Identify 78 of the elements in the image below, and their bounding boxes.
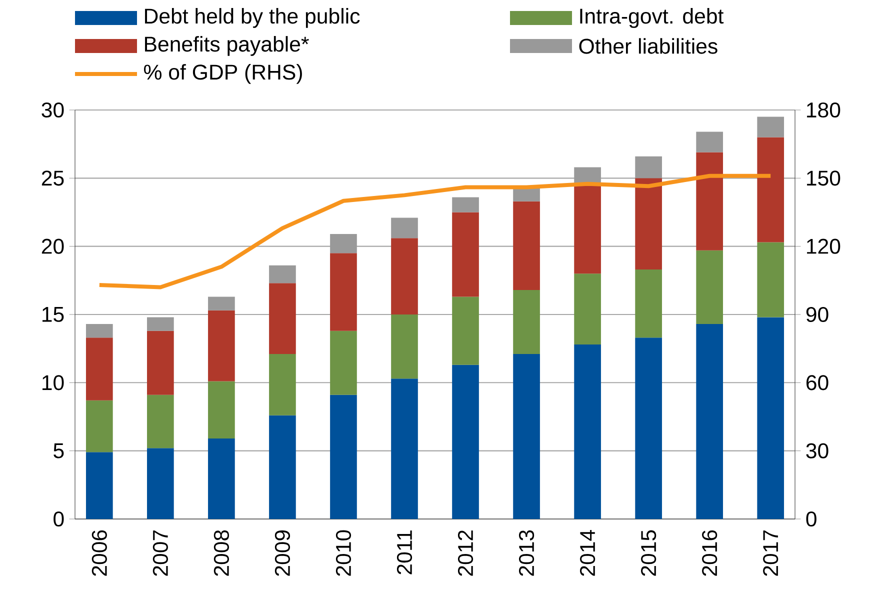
x-tick-label: 2015 [641, 530, 656, 576]
bar [208, 310, 235, 382]
bar [452, 212, 479, 297]
bar [147, 317, 174, 331]
bar [147, 330, 174, 395]
bar [696, 152, 724, 250]
bar [635, 178, 662, 270]
bar [208, 438, 235, 519]
bar [269, 415, 296, 519]
bar [86, 452, 113, 519]
y-tick-label: 10 [42, 375, 64, 390]
bar [86, 338, 113, 400]
x-tick-label: 2012 [458, 530, 474, 576]
bar [757, 137, 784, 242]
bar [86, 324, 113, 338]
bar [513, 354, 540, 519]
y2-tick-label: 180 [807, 102, 840, 118]
bar [635, 269, 662, 338]
bar [208, 381, 235, 439]
x-tick-label: 2013 [518, 530, 534, 576]
y-tick-label: 25 [42, 170, 64, 186]
bar [391, 218, 418, 238]
y2-tick-label: 60 [806, 375, 828, 390]
x-tick-label: 2011 [396, 530, 412, 574]
x-tick-label: 2008 [214, 530, 229, 576]
bar [330, 253, 357, 331]
line-series [97, 174, 773, 290]
y-tick-label: 15 [42, 307, 64, 322]
bar [269, 354, 296, 416]
x-tick-label: 2017 [763, 530, 778, 576]
bar [574, 344, 601, 519]
bar [269, 265, 296, 284]
bar [147, 394, 174, 448]
bar [574, 184, 601, 274]
x-tick-label: 2010 [336, 530, 352, 576]
x-tick-label: 2006 [92, 530, 107, 576]
y2-tick-label: 90 [806, 306, 828, 322]
x-tick-label: 2009 [274, 530, 290, 576]
bar [208, 296, 235, 310]
y-tick-label: 5 [54, 443, 64, 458]
legend-label: Other liabilities [579, 38, 718, 54]
bar [635, 338, 662, 519]
bar [757, 317, 784, 519]
bar [757, 242, 784, 318]
bar [696, 132, 724, 152]
bar [696, 250, 724, 324]
bar [330, 234, 357, 254]
bar [513, 201, 540, 290]
bar [574, 274, 601, 344]
bar [452, 197, 479, 212]
legend-label: Intra-govt. debt [580, 8, 724, 28]
bar [452, 364, 479, 519]
bar [391, 238, 418, 314]
legend-label: % of GDP (RHS) [144, 64, 302, 84]
y2-tick-label: 0 [806, 511, 816, 527]
bar [86, 400, 113, 452]
x-tick-label: 2014 [580, 530, 596, 576]
y-tick-label: 0 [54, 511, 64, 527]
bar [757, 116, 784, 138]
bar [452, 296, 479, 365]
bar [147, 448, 174, 519]
legend-label: Benefits payable* [145, 36, 309, 56]
x-tick-label: 2016 [702, 530, 718, 576]
y2-tick-label: 150 [807, 170, 840, 186]
x-tick-label: 2007 [152, 530, 168, 576]
bar [696, 324, 724, 519]
bar [391, 378, 418, 519]
bar [635, 156, 662, 178]
bar [330, 394, 357, 519]
bar [391, 314, 418, 379]
bar [513, 290, 540, 354]
bar [330, 330, 357, 395]
y-tick-label: 30 [42, 102, 64, 118]
legend-label: Debt held by the public [145, 8, 360, 28]
y-tick-label: 20 [42, 238, 64, 254]
bar [269, 283, 296, 354]
y2-tick-label: 30 [806, 443, 828, 458]
y2-tick-label: 120 [807, 238, 840, 254]
